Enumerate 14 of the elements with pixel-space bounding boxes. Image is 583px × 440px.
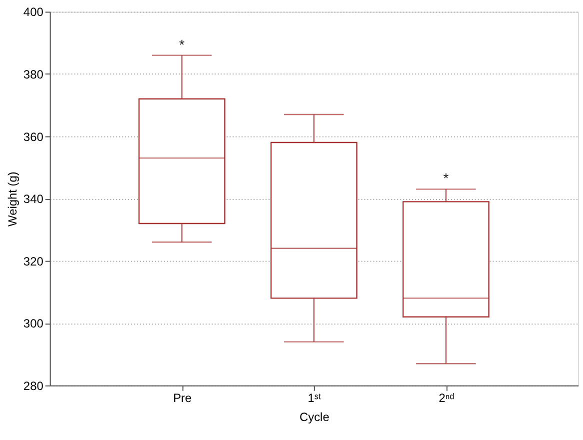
x-tick-label: 2ⁿᵈ <box>438 390 454 405</box>
annotation: * <box>179 36 186 52</box>
y-tick-label: 380 <box>23 67 44 82</box>
annotation: * <box>443 170 450 186</box>
x-tick-label: 1ˢᵗ <box>308 390 322 405</box>
y-tick-label: 280 <box>23 378 44 393</box>
y-tick-label: 400 <box>23 5 44 20</box>
y-tick-label: 360 <box>23 130 44 144</box>
y-tick-label: 300 <box>23 316 44 331</box>
y-tick-label: 320 <box>23 254 44 268</box>
x-tick-label: Pre <box>173 390 192 405</box>
y-tick-label: 340 <box>23 192 44 206</box>
y-axis-title: Weight (g) <box>5 172 20 226</box>
x-axis-title: Cycle <box>299 410 330 424</box>
